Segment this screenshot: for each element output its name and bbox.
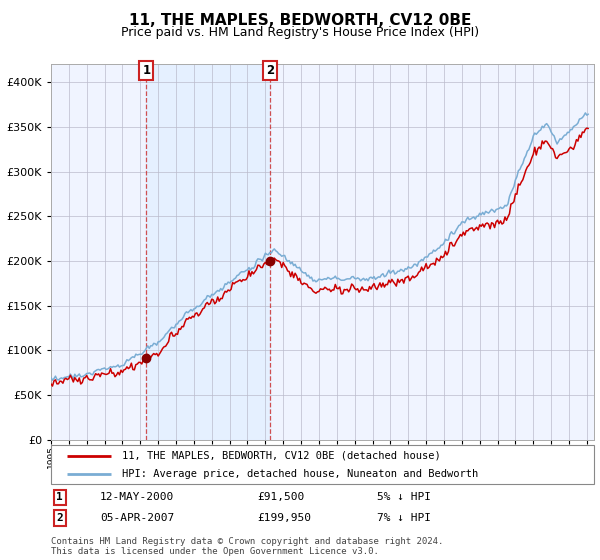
Text: 5% ↓ HPI: 5% ↓ HPI (377, 492, 431, 502)
Text: 7% ↓ HPI: 7% ↓ HPI (377, 513, 431, 522)
Text: 2: 2 (266, 64, 274, 77)
Bar (146, 64, 270, 440)
Text: 11, THE MAPLES, BEDWORTH, CV12 0BE (detached house): 11, THE MAPLES, BEDWORTH, CV12 0BE (deta… (122, 451, 440, 461)
Text: £199,950: £199,950 (257, 513, 311, 522)
Text: 05-APR-2007: 05-APR-2007 (100, 513, 174, 522)
Text: 1: 1 (56, 492, 63, 502)
Text: Contains HM Land Registry data © Crown copyright and database right 2024.
This d: Contains HM Land Registry data © Crown c… (51, 537, 443, 557)
Text: £91,500: £91,500 (257, 492, 305, 502)
Text: 12-MAY-2000: 12-MAY-2000 (100, 492, 174, 502)
Text: Price paid vs. HM Land Registry's House Price Index (HPI): Price paid vs. HM Land Registry's House … (121, 26, 479, 39)
Text: 11, THE MAPLES, BEDWORTH, CV12 0BE: 11, THE MAPLES, BEDWORTH, CV12 0BE (129, 13, 471, 28)
FancyBboxPatch shape (51, 445, 594, 484)
Text: 2: 2 (56, 513, 63, 522)
Text: 1: 1 (142, 64, 151, 77)
Text: HPI: Average price, detached house, Nuneaton and Bedworth: HPI: Average price, detached house, Nune… (122, 469, 478, 479)
